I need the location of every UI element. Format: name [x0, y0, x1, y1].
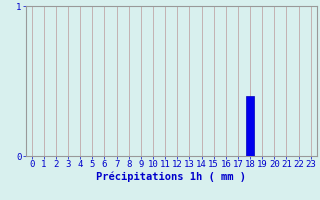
- Bar: [246, 96, 254, 156]
- X-axis label: Précipitations 1h ( mm ): Précipitations 1h ( mm ): [96, 172, 246, 182]
